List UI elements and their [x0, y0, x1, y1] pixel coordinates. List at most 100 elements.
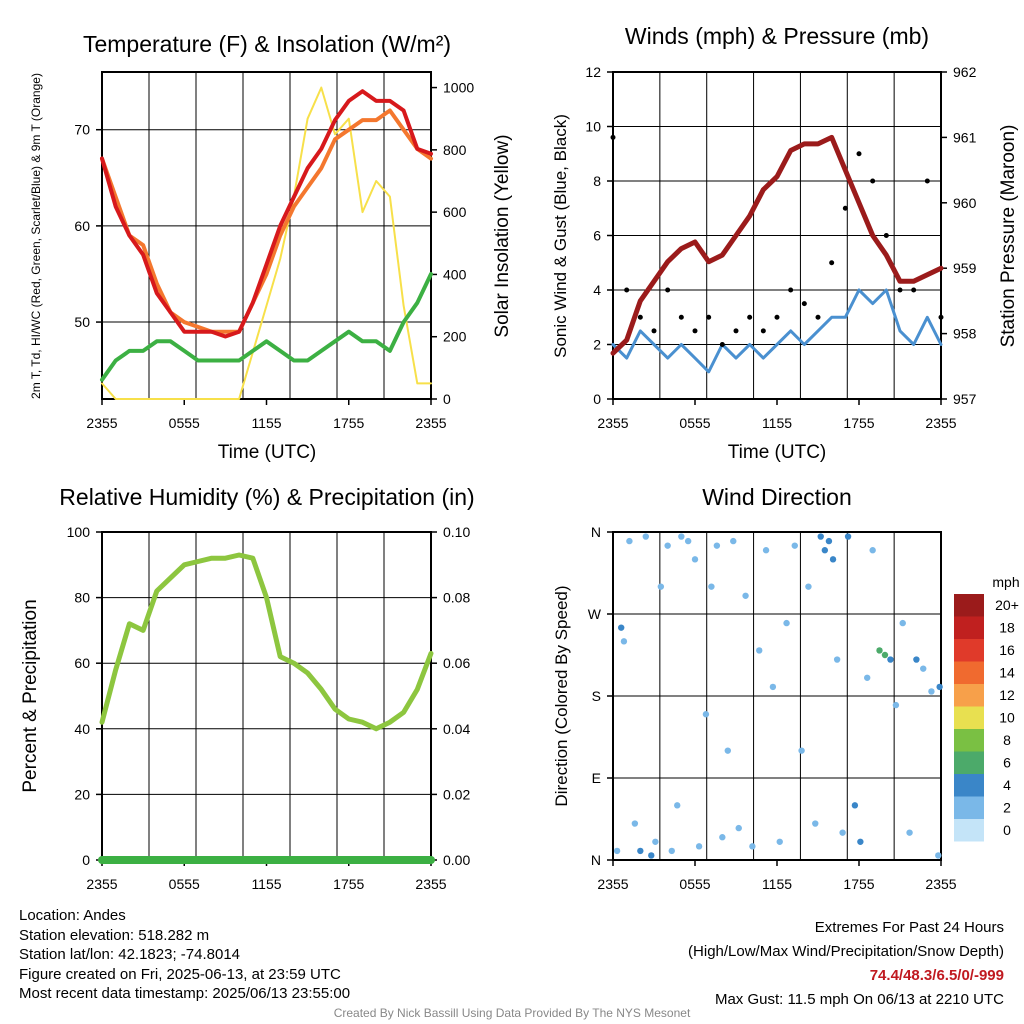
gust-point: [829, 260, 835, 266]
y-tick-label: W: [588, 606, 602, 622]
y-tick-label: 12: [585, 64, 601, 80]
gust-point: [788, 287, 794, 293]
y-tick-label-right: 0.04: [443, 721, 470, 737]
x-tick-label: 1755: [843, 415, 874, 431]
direction-point: [637, 847, 644, 855]
y-tick-label-right: 962: [953, 64, 977, 80]
gust-point: [897, 287, 903, 293]
colorbar-label: 10: [999, 710, 1015, 726]
direction-point: [857, 838, 864, 845]
x-tick-label: 2355: [415, 876, 446, 892]
direction-point: [730, 537, 737, 545]
direction-point: [678, 533, 685, 540]
direction-point: [664, 542, 671, 549]
y-tick-label: 50: [74, 314, 90, 330]
chart-title-direction: Wind Direction: [702, 484, 852, 510]
gust-point: [747, 314, 753, 320]
direction-point: [674, 802, 681, 809]
direction-point: [735, 824, 742, 832]
gust-point: [924, 178, 930, 184]
x-tick-label: 0555: [679, 415, 710, 431]
direction-point: [668, 847, 675, 855]
location-text: Location: Andes: [19, 907, 126, 924]
colorbar-label: 0: [1003, 822, 1011, 838]
direction-point: [652, 838, 659, 845]
y-tick-label: 20: [74, 786, 90, 802]
direction-point: [876, 647, 883, 654]
direction-point: [684, 537, 692, 545]
latlon-text: Station lat/lon: 42.1823; -74.8014: [19, 946, 241, 963]
colorbar-label: 12: [999, 687, 1015, 703]
direction-point: [762, 547, 770, 554]
y-tick-label-right: 0.00: [443, 852, 470, 868]
colorbar-cell: [954, 661, 984, 684]
colorbar-title: mph: [992, 574, 1019, 590]
direction-point: [881, 651, 889, 659]
direction-point: [833, 656, 841, 663]
y-tick-label-right: 1000: [443, 80, 474, 96]
gust-point: [774, 314, 780, 320]
temp-9m-line: [100, 108, 433, 334]
x-tick-label: 2355: [925, 415, 956, 431]
gust-point: [665, 287, 671, 293]
direction-point: [844, 533, 852, 540]
max-gust-text: Max Gust: 11.5 mph On 06/13 at 2210 UTC: [714, 991, 1004, 1008]
colorbar-cell: [954, 796, 984, 819]
y-tick-label: 70: [74, 122, 90, 138]
direction-point: [642, 533, 649, 540]
x-tick-label: 0555: [679, 876, 710, 892]
colorbar-label: 6: [1003, 755, 1011, 771]
y-tick-label: 60: [74, 655, 90, 671]
x-tick-label: 1155: [762, 876, 792, 892]
x-tick-label: 1155: [762, 415, 792, 431]
y-tick-label-right: 0.06: [443, 655, 470, 671]
colorbar-label: 20+: [995, 597, 1019, 613]
y-tick-label: 0: [593, 391, 601, 407]
gust-point: [651, 328, 657, 334]
elevation-text: Station elevation: 518.282 m: [19, 926, 210, 944]
y-tick-label-right: 400: [443, 266, 467, 282]
y-tick-label-right: 600: [443, 204, 467, 220]
gust-point: [801, 301, 807, 307]
direction-point: [719, 834, 726, 841]
colorbar-cell: [954, 594, 984, 617]
colorbar-cell: [954, 774, 984, 797]
station-info: Location: Andes Station elevation: 518.2…: [19, 906, 350, 1004]
gust-point: [856, 151, 862, 157]
direction-point: [620, 638, 628, 645]
y-tick-label-right: 961: [953, 129, 977, 145]
y-tick-label-right: 0.10: [443, 524, 470, 540]
direction-point: [691, 556, 699, 563]
gust-point: [692, 328, 698, 334]
x-tick-label: 1755: [333, 415, 364, 431]
x-axis-label: Time (UTC): [218, 442, 317, 463]
temp-2m-line: [100, 89, 433, 339]
extremes-title: Extremes For Past 24 Hours: [814, 919, 1004, 936]
y-tick-label: 100: [67, 524, 91, 540]
direction-point: [936, 683, 943, 691]
x-tick-label: 1155: [251, 876, 281, 892]
gust-point: [870, 178, 876, 184]
y-tick-label: N: [591, 524, 601, 540]
direction-point: [864, 674, 871, 681]
extremes-values: 74.4/48.3/6.5/0/-999: [869, 967, 1004, 984]
extremes-info: Extremes For Past 24 Hours (High/Low/Max…: [688, 916, 1004, 1012]
x-tick-label: 1155: [251, 415, 281, 431]
gust-point: [610, 134, 616, 140]
direction-point: [899, 619, 906, 627]
gust-point: [733, 328, 739, 334]
colorbar-cell: [954, 616, 984, 639]
direction-point: [776, 838, 783, 845]
x-tick-label: 2355: [86, 415, 117, 431]
direction-point: [798, 747, 805, 754]
y-tick-label-right: 0.02: [443, 786, 470, 802]
y-tick-label: 6: [593, 228, 601, 244]
direction-point: [887, 656, 894, 663]
wind-speed-line: [611, 288, 943, 374]
recent-text: Most recent data timestamp: 2025/06/13 2…: [19, 985, 351, 1002]
direction-point: [648, 852, 655, 859]
dewpoint-line: [100, 272, 433, 382]
gust-point: [624, 287, 630, 293]
y-axis-label-left: Sonic Wind & Gust (Blue, Black): [551, 114, 570, 358]
direction-point: [913, 656, 920, 663]
